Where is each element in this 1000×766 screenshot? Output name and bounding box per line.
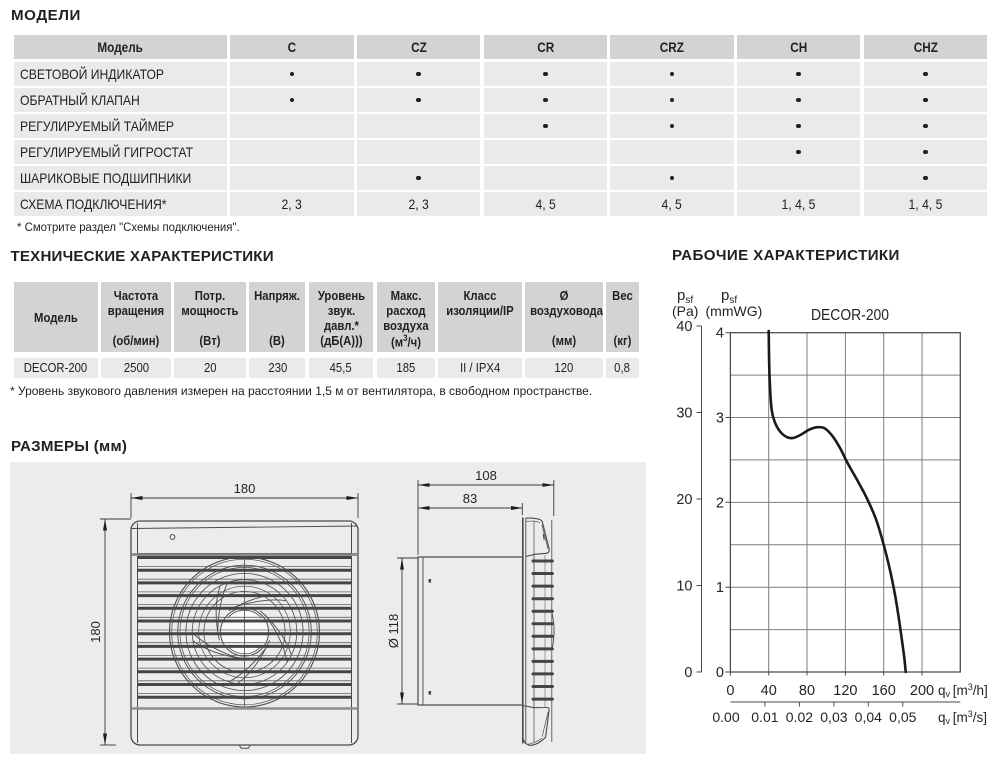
svg-text:(mmWG): (mmWG) [706,303,763,319]
svg-text:0.00: 0.00 [712,709,739,725]
svg-text:(Pa): (Pa) [672,303,698,319]
svg-text:10: 10 [676,579,692,595]
svg-text:DECOR-200: DECOR-200 [811,307,889,324]
svg-text:180: 180 [88,621,103,643]
svg-text:30: 30 [676,406,692,422]
svg-text:40: 40 [761,683,777,699]
svg-text:40: 40 [676,319,692,335]
svg-text:120: 120 [833,683,857,699]
svg-text:2: 2 [716,495,724,511]
svg-text:0.02: 0.02 [786,709,813,725]
svg-text:0,03: 0,03 [820,709,847,725]
svg-text:0: 0 [716,665,724,681]
svg-text:180: 180 [234,481,256,496]
svg-text:0,04: 0,04 [855,709,882,725]
svg-text:83: 83 [463,491,477,506]
svg-text:80: 80 [799,683,815,699]
svg-text:160: 160 [872,683,896,699]
svg-text:20: 20 [676,492,692,508]
svg-text:3: 3 [716,411,724,427]
svg-text:200: 200 [910,683,934,699]
svg-text:0,05: 0,05 [889,709,916,725]
svg-text:Ø 118: Ø 118 [386,614,401,648]
svg-text:0.01: 0.01 [751,709,778,725]
svg-text:108: 108 [475,468,497,483]
svg-text:qv [m3/s]: qv [m3/s] [938,709,987,726]
svg-text:qv [m3/h]: qv [m3/h] [938,682,988,699]
svg-text:4: 4 [716,326,724,342]
svg-text:0: 0 [726,683,734,699]
svg-text:1: 1 [716,580,724,596]
svg-text:0: 0 [684,665,692,681]
